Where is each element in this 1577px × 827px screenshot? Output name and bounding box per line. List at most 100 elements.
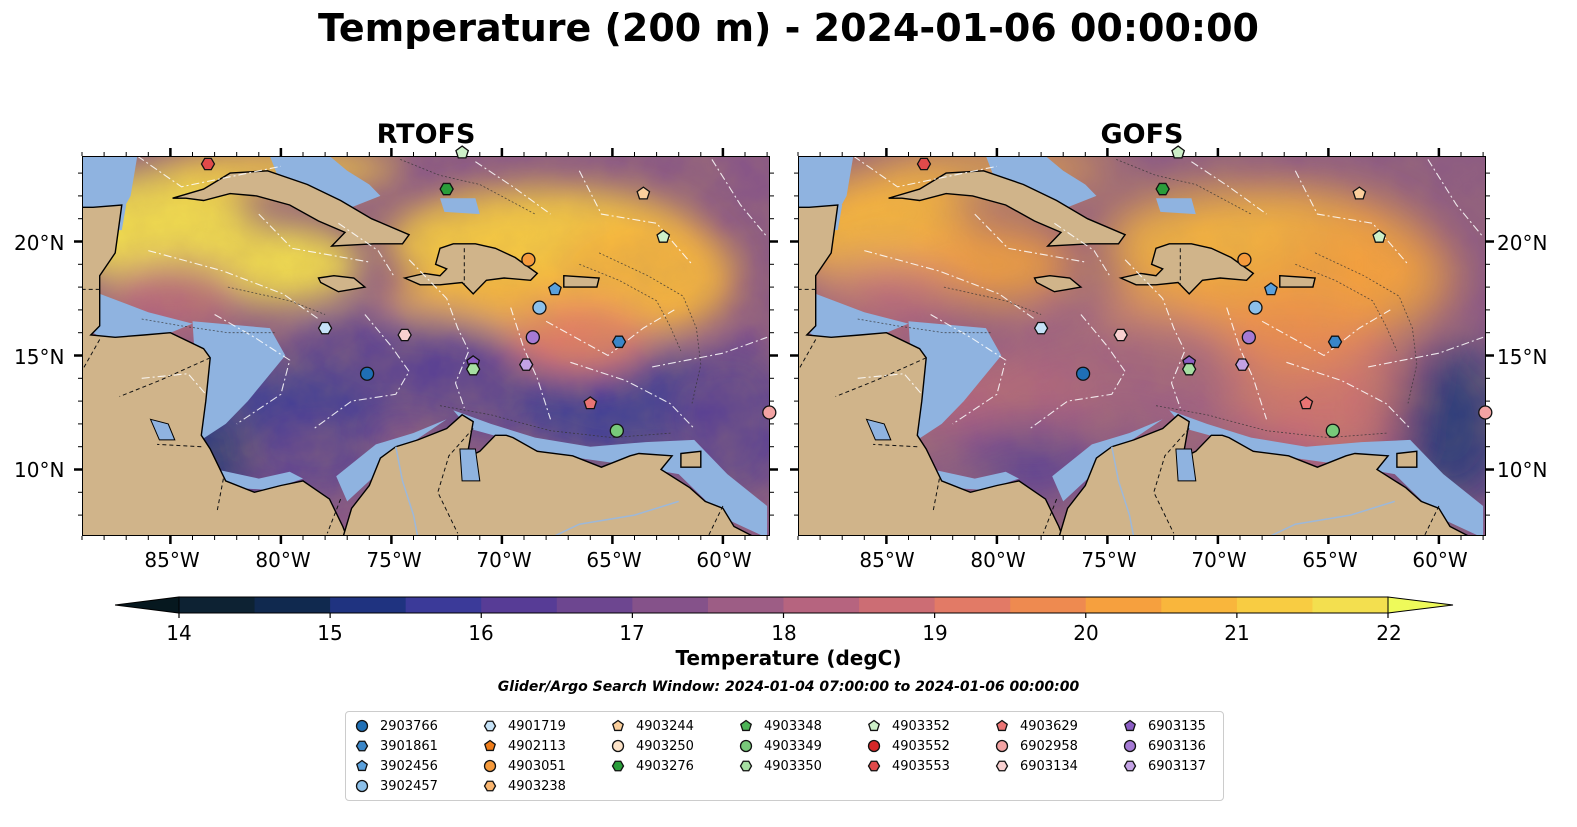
legend-marker-shape <box>1124 719 1136 732</box>
float-4903350-marker <box>1181 362 1197 376</box>
legend-label: 4903552 <box>892 738 950 754</box>
legend-entry: 6903134 <box>994 758 1078 774</box>
lon-label-75w: 75°W <box>366 548 422 572</box>
legend-marker-shape <box>483 720 497 732</box>
legend-entry: 4903348 <box>738 718 822 734</box>
colorbar-segment <box>934 597 1011 613</box>
float-2903766-marker <box>1075 366 1091 381</box>
legend-marker-shape <box>484 739 496 752</box>
float-4903276-marker <box>1155 182 1170 196</box>
legend-marker-shape <box>483 780 497 792</box>
colorbar-segment <box>254 597 331 613</box>
legend-marker-icon <box>867 760 881 772</box>
float-4903051-marker <box>521 252 536 267</box>
float-markers <box>200 145 777 438</box>
hispaniola <box>1118 243 1255 295</box>
lon-label-65w-gofs: 65°W <box>1302 548 1358 572</box>
colorbar-segment <box>330 597 407 613</box>
trinidad <box>680 450 702 468</box>
legend-marker-shape <box>355 779 369 793</box>
lat-label-10n-right: 10°N <box>1497 458 1548 482</box>
legend-label: 6903137 <box>1148 758 1206 774</box>
float-6902958-marker <box>762 405 777 420</box>
legend-entry: 4901719 <box>482 718 566 734</box>
colorbar-tick: 22 <box>1376 621 1402 645</box>
jamaica <box>1033 274 1083 293</box>
south-america <box>1058 413 1470 536</box>
bathymetry-contours <box>141 159 702 439</box>
bahamas-bank <box>985 156 1097 208</box>
colorbar-segment <box>405 597 482 613</box>
colorbar-segment <box>1085 597 1162 613</box>
rivers <box>395 446 679 536</box>
float-markers <box>916 145 1493 438</box>
float-6903137-marker <box>1234 358 1250 371</box>
venezuela-shelf <box>453 410 768 536</box>
legend-marker-icon <box>995 760 1009 772</box>
colombia-shelf <box>1052 419 1163 502</box>
legend-entry: 4903244 <box>610 718 694 734</box>
legend-entry: 4903553 <box>866 758 950 774</box>
legend-marker-icon <box>612 719 624 732</box>
legend-marker-shape <box>867 760 881 772</box>
country-borders <box>798 248 1440 536</box>
legend-marker-shape <box>867 739 881 753</box>
legend-marker-shape <box>355 740 369 752</box>
central-america <box>82 204 348 536</box>
float-4903349-marker <box>609 423 624 438</box>
legend-marker-icon <box>739 739 753 753</box>
legend-marker-shape <box>483 759 497 773</box>
lon-label-65w: 65°W <box>586 548 642 572</box>
venezuela-shelf <box>1169 410 1484 536</box>
legend-entry: 3902456 <box>354 758 438 774</box>
float-4903352-marker <box>656 229 671 243</box>
legend-marker-icon <box>484 739 496 752</box>
lon-label-70w: 70°W <box>476 548 532 572</box>
float-6903136-marker <box>525 330 540 345</box>
colorbar-segment <box>179 597 256 613</box>
colorbar-tick: 18 <box>771 621 797 645</box>
float-4903352-marker <box>455 145 470 159</box>
gofs-temperature-map <box>790 145 1494 544</box>
country-borders <box>82 248 724 536</box>
legend-entry: 4903629 <box>994 718 1078 734</box>
lat-label-20n-left: 20°N <box>14 231 65 255</box>
colorbar-tick: 20 <box>1073 621 1099 645</box>
eez-boundaries <box>136 156 768 429</box>
legend-entry: 4903552 <box>866 738 950 754</box>
legend-label: 4903349 <box>764 738 822 754</box>
legend-marker-shape <box>868 719 880 732</box>
panel-title-gofs: GOFS <box>1100 119 1184 150</box>
float-3901861-marker <box>1327 335 1343 349</box>
legend-entry: 2903766 <box>354 718 438 734</box>
float-4901719-marker <box>1033 321 1049 335</box>
colorbar-segment <box>1236 597 1314 613</box>
legend-entry: 4902113 <box>482 738 566 754</box>
legend-marker-icon <box>356 759 368 772</box>
lake-nicaragua <box>865 418 892 441</box>
float-4903349-marker <box>1325 423 1340 438</box>
float-4903244-marker <box>1352 186 1367 200</box>
legend-marker-shape <box>1123 739 1137 753</box>
legend-marker-icon <box>611 760 625 772</box>
colorbar-over-extension <box>1387 596 1454 614</box>
legend-marker-icon <box>739 760 753 772</box>
turks-caicos-bank <box>440 198 480 215</box>
float-6903136-marker <box>1241 330 1256 345</box>
float-3902456-marker <box>547 282 562 296</box>
legend-entry: 4903238 <box>482 778 566 794</box>
search-window-text: Glider/Argo Search Window: 2024-01-04 07… <box>497 679 1080 695</box>
legend-marker-shape <box>611 760 625 772</box>
colorbar-segment <box>1010 597 1087 613</box>
legend-marker-icon <box>996 719 1008 732</box>
float-legend: 2903766 3901861 3902456 3902457 4901719 49021… <box>345 711 1224 801</box>
legend-label: 4903350 <box>764 758 822 774</box>
colorbar-label: Temperature (degC) <box>675 646 902 670</box>
lake-nicaragua <box>149 418 176 441</box>
legend-marker-icon <box>995 739 1009 753</box>
puerto-rico <box>1279 274 1316 288</box>
colorbar-tick: 21 <box>1224 621 1250 645</box>
legend-label: 4901719 <box>508 718 566 734</box>
turks-caicos-bank <box>1156 198 1196 215</box>
float-4903553-marker <box>916 157 932 171</box>
